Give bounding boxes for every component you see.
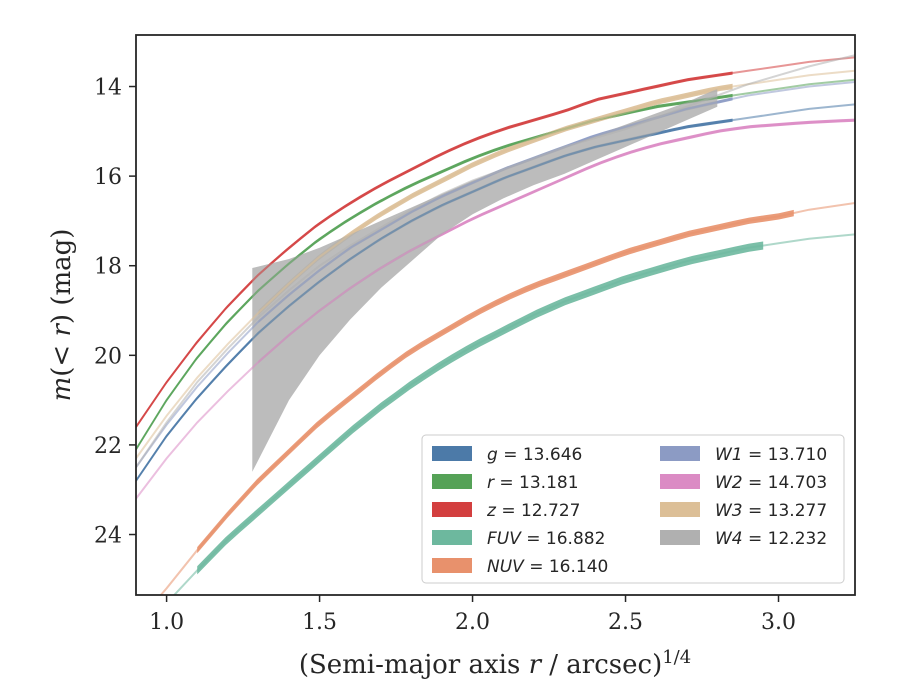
legend-swatch-fuv [432, 530, 472, 545]
legend-swatch-w4 [660, 530, 700, 545]
line-r [136, 78, 855, 450]
legend-swatch-g [432, 446, 472, 461]
plot-frame [135, 34, 856, 596]
legend-label-nuv: NUV = 16.140 [487, 557, 608, 577]
x-axis-label: (Semi-major axis r / arcsec)1/4 [299, 647, 691, 680]
legend-label-w2: W2 = 14.703 [715, 473, 827, 493]
legend-label-r: r = 13.181 [487, 473, 579, 493]
line-nuv [159, 202, 855, 595]
legend-frame [421, 434, 845, 584]
y-tick-label: 18 [94, 255, 122, 280]
legend-swatch-w1 [660, 446, 700, 461]
x-tick-label: 1.0 [149, 610, 184, 635]
line-w1 [136, 81, 855, 468]
line-w2 [136, 119, 855, 500]
x-tick-label: 2.5 [608, 610, 643, 635]
legend-swatch-w3 [660, 502, 700, 517]
x-tick-label: 3.0 [761, 610, 796, 635]
legend-swatch-z [432, 502, 472, 517]
y-tick-label: 16 [94, 165, 122, 190]
legend-label-w3: W3 = 13.277 [715, 501, 827, 521]
line-fuv [172, 233, 855, 595]
legend-swatch-w2 [660, 474, 700, 489]
legend-label-g: g = 13.646 [487, 445, 582, 465]
legend-swatch-nuv [432, 558, 472, 573]
line-z [136, 56, 855, 428]
legend-label-w1: W1 = 13.710 [715, 445, 827, 465]
band-g [136, 118, 733, 483]
axis-ticks: 1.0 1.5 2.0 2.5 3.0 14 16 18 20 22 24 [94, 76, 796, 635]
line-g [136, 103, 855, 482]
line-w3 [136, 69, 855, 459]
legend-label-z: z = 12.727 [486, 501, 580, 521]
legend-swatch-r [432, 474, 472, 489]
y-tick-label: 20 [94, 344, 122, 369]
y-tick-label: 22 [94, 434, 122, 459]
y-tick-label: 14 [94, 76, 122, 101]
legend-label-fuv: FUV = 16.882 [487, 529, 605, 549]
band-w4 [252, 88, 718, 472]
line-w4 [136, 54, 855, 468]
legend: g = 13.646 r = 13.181 z = 12.727 FUV = 16.8… [421, 434, 845, 584]
x-tick-label: 1.5 [302, 610, 337, 635]
legend-label-w4: W4 = 12.232 [715, 529, 827, 549]
plot-area [136, 54, 855, 595]
y-tick-label: 24 [94, 524, 122, 549]
x-tick-label: 2.0 [455, 610, 490, 635]
y-axis-label: m(< r) (mag) [47, 229, 77, 402]
